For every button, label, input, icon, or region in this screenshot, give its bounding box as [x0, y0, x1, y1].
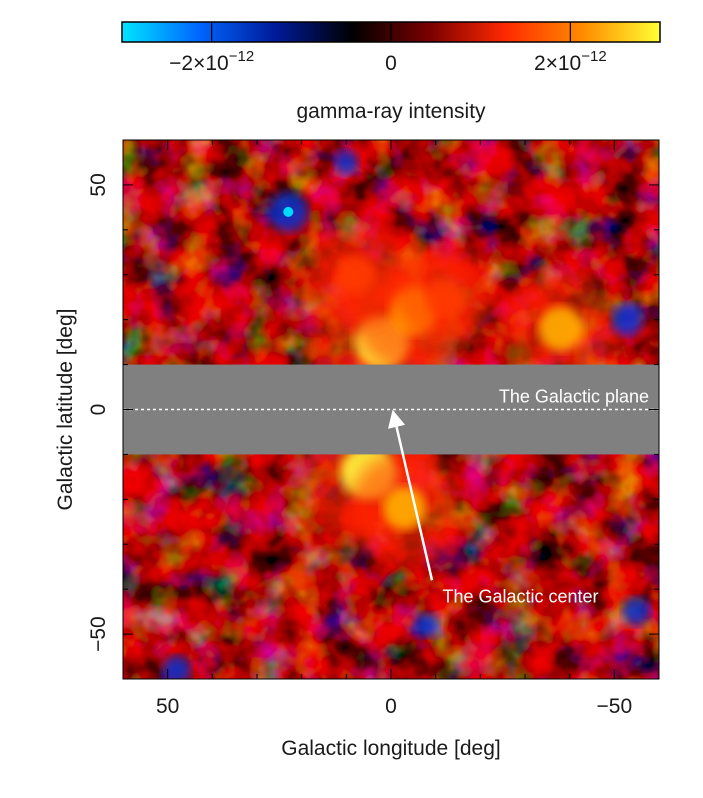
- colorbar-tick-label-1: 0: [385, 52, 397, 75]
- x-tick-labels: 50 0 −50: [156, 695, 632, 718]
- x-tick-label-1: 0: [385, 695, 397, 718]
- galactic-center-label: The Galactic center: [442, 587, 598, 607]
- axis-ticks: [123, 140, 659, 679]
- colorbar-tick-label-2: 2×10−12: [534, 48, 607, 75]
- coldspot-halo-4: [334, 150, 359, 175]
- colorbar-tick-label-0: −2×10−12: [169, 48, 254, 75]
- galactic-plane-label: The Galactic plane: [499, 387, 649, 407]
- colorbar: −2×10−12 0 2×10−12 gamma-ray intensity: [121, 21, 661, 123]
- y-tick-label-1: 0: [87, 404, 110, 416]
- y-tick-labels: 50 0 −50: [87, 173, 110, 652]
- hotspot-2: [335, 254, 376, 295]
- coldspot-halo-5: [414, 612, 440, 638]
- x-axis-title: Galactic longitude [deg]: [281, 737, 500, 760]
- galactic-center-arrow: [388, 409, 434, 581]
- sky-map: The Galactic plane The Galactic center: [122, 139, 660, 680]
- coldspot-halo-2: [622, 597, 652, 627]
- x-tick-label-0: 50: [156, 695, 179, 718]
- colorbar-label: gamma-ray intensity: [296, 100, 486, 123]
- y-axis-title: Galactic latitude [deg]: [54, 309, 77, 511]
- coldspot-halo-3: [162, 655, 191, 679]
- coldspot-halo-1: [611, 303, 644, 336]
- hotspot-5: [425, 277, 464, 317]
- coldspot-0: [283, 206, 294, 217]
- x-tick-label-2: −50: [597, 695, 633, 718]
- y-tick-label-0: 50: [87, 173, 110, 196]
- y-tick-label-2: −50: [87, 616, 110, 652]
- hotspot-6: [538, 306, 584, 352]
- hotspot-4: [382, 486, 427, 531]
- colorbar-ticks: −2×10−12 0 2×10−12: [169, 22, 607, 75]
